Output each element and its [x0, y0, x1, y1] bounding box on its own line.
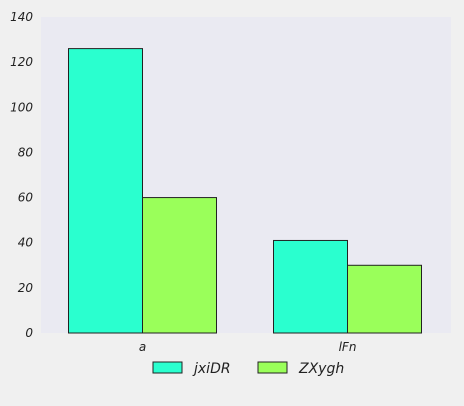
- legend-label: ZXygh: [298, 361, 344, 377]
- legend-label: jxiDR: [192, 361, 231, 377]
- bar-jxiDR-a: [68, 48, 143, 334]
- y-axis: 0 20 40 60 80 100 120 140: [10, 10, 33, 340]
- y-tick-label: 120: [10, 55, 33, 69]
- legend-swatch-jxiDR: [152, 361, 183, 374]
- bar-ZXygh-lFn: [347, 264, 422, 334]
- y-tick-label: 100: [10, 100, 33, 114]
- bar-jxiDR-lFn: [273, 239, 348, 334]
- legend-swatch-ZXygh: [257, 361, 288, 374]
- legend: jxiDR ZXygh: [152, 361, 344, 377]
- x-axis: a lFn: [139, 340, 357, 354]
- y-tick-label: 140: [10, 10, 33, 24]
- y-tick-label: 20: [18, 281, 34, 295]
- bar-ZXygh-a: [142, 197, 217, 334]
- y-tick-label: 0: [25, 326, 33, 340]
- y-tick-label: 60: [18, 191, 34, 205]
- x-tick-label: lFn: [339, 340, 357, 354]
- y-tick-label: 80: [18, 145, 34, 159]
- x-tick-label: a: [139, 340, 146, 354]
- y-tick-label: 40: [18, 236, 34, 250]
- bars-group: [68, 48, 422, 334]
